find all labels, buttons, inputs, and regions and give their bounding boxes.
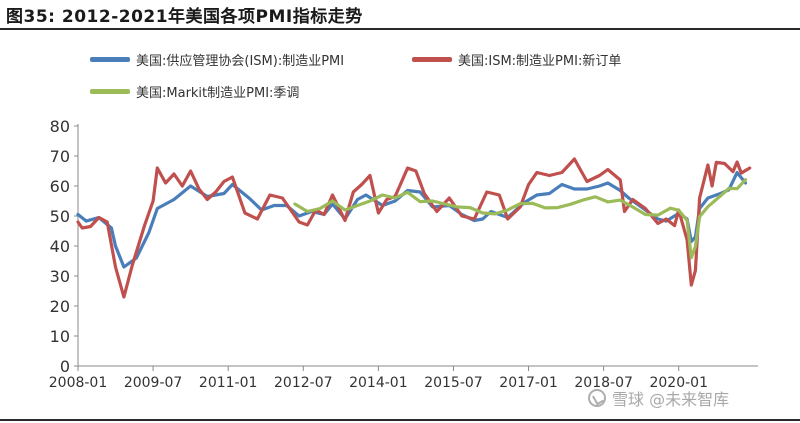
x-tick-label-2018-07: 2018-07 <box>574 375 633 391</box>
legend-label-ism-pmi: 美国:供应管理协会(ISM):制造业PMI <box>136 54 345 69</box>
y-tick-label-70: 70 <box>50 147 70 166</box>
y-tick-label-60: 60 <box>50 177 70 196</box>
bottom-divider <box>0 419 800 421</box>
legend-item-markit-pmi[interactable]: 美国:Markit制造业PMI:季调 <box>90 82 299 101</box>
y-tick-label-30: 30 <box>50 267 70 286</box>
legend-swatch-markit-pmi <box>90 89 130 94</box>
y-tick-label-10: 10 <box>50 327 70 346</box>
legend-swatch-new-orders <box>412 57 452 62</box>
x-tick-label-2017-01: 2017-01 <box>499 375 558 391</box>
legend-item-ism-pmi[interactable]: 美国:供应管理协会(ISM):制造业PMI <box>90 50 344 69</box>
series-line-0 <box>76 170 748 269</box>
x-tick-label-2020-01: 2020-01 <box>649 375 708 391</box>
y-tick-label-80: 80 <box>50 117 70 136</box>
legend-label-markit-pmi: 美国:Markit制造业PMI:季调 <box>136 86 300 101</box>
y-tick-label-40: 40 <box>50 237 70 256</box>
watermark-text: 雪球 @未来智库 <box>612 390 730 409</box>
watermark: 雪球 @未来智库 <box>588 386 729 410</box>
y-tick-label-20: 20 <box>50 297 70 316</box>
series-line-2 <box>293 178 748 260</box>
x-tick-label-2011-01: 2011-01 <box>199 375 258 391</box>
chart-title: 图35: 2012-2021年美国各项PMI指标走势 <box>6 7 363 27</box>
snowball-logo-icon <box>588 389 606 407</box>
x-tick-label-2015-07: 2015-07 <box>424 375 483 391</box>
y-tick-label-50: 50 <box>50 207 70 226</box>
title-divider <box>0 28 800 30</box>
x-tick-label-2008-01: 2008-01 <box>49 375 108 391</box>
x-tick-label-2009-07: 2009-07 <box>124 375 183 391</box>
series-line-1 <box>76 157 752 299</box>
legend-label-new-orders: 美国:ISM:制造业PMI:新订单 <box>458 54 622 69</box>
legend-item-new-orders[interactable]: 美国:ISM:制造业PMI:新订单 <box>412 50 621 69</box>
x-tick-label-2012-07: 2012-07 <box>274 375 333 391</box>
y-tick-label-0: 0 <box>60 357 70 376</box>
legend-swatch-ism-pmi <box>90 57 130 62</box>
x-tick-label-2014-01: 2014-01 <box>349 375 408 391</box>
